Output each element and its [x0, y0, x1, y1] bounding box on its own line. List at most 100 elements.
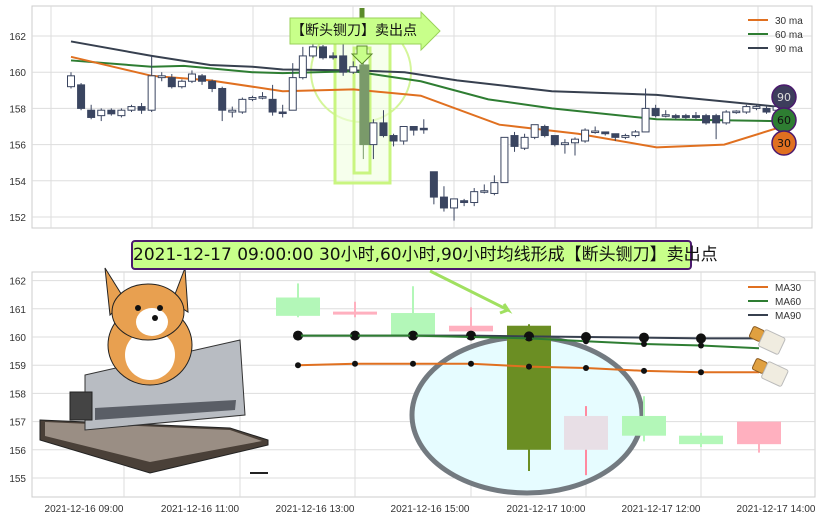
y-tick-label: 158	[9, 104, 26, 115]
ma30-marker	[526, 363, 532, 370]
ma-badge	[771, 130, 797, 156]
candle	[409, 126, 418, 131]
annotation-arrow	[289, 10, 441, 52]
candle	[147, 75, 156, 111]
candle	[621, 135, 630, 138]
candle	[752, 106, 761, 109]
corgi-nose	[152, 315, 158, 321]
candle	[298, 55, 307, 79]
top-candlestick-chart: 152 154 156 158 160 162 30 ma 60 ma 90 ma 90 60 30	[9, 5, 813, 229]
candle	[510, 135, 519, 147]
ma30-marker	[410, 360, 416, 367]
candle	[691, 115, 700, 118]
ma-badge-label: 60	[777, 114, 791, 127]
candle	[349, 66, 358, 73]
guillotine-illustration	[39, 339, 269, 474]
candle	[439, 196, 448, 209]
candle	[520, 136, 529, 149]
corgi-eye	[157, 305, 163, 311]
candle	[228, 109, 237, 113]
candle	[671, 115, 680, 118]
y-tick-label: 155	[9, 474, 26, 485]
ma60-marker	[641, 341, 647, 348]
x-tick-label: 2021-12-16 09:00	[45, 504, 124, 515]
ma30-marker	[583, 365, 589, 372]
candle	[379, 122, 388, 137]
candle	[268, 98, 277, 113]
candle	[167, 77, 176, 88]
down-arrow-icon	[350, 45, 374, 65]
candle	[276, 297, 320, 316]
candle	[581, 129, 590, 142]
candle	[712, 115, 721, 124]
candle	[591, 130, 600, 134]
x-tick-label: 2021-12-16 13:00	[276, 504, 355, 515]
guillotine-base-top	[45, 422, 262, 462]
candle	[359, 64, 370, 146]
ma-badge-label: 30	[777, 137, 791, 150]
ma30-marker	[352, 360, 358, 367]
candle	[187, 73, 196, 82]
candle	[218, 87, 227, 111]
legend-label-ma30: MA30	[775, 283, 802, 294]
candle	[500, 136, 509, 184]
y-tick-label: 160	[9, 333, 26, 344]
candle	[507, 325, 551, 450]
candle	[702, 115, 711, 124]
candle	[419, 127, 428, 131]
candle	[288, 77, 297, 111]
candle	[157, 75, 166, 79]
candle	[258, 96, 267, 99]
ma60-marker	[468, 334, 474, 340]
candle	[622, 415, 666, 436]
candle	[429, 171, 438, 198]
candle	[449, 325, 493, 332]
candle	[87, 109, 96, 118]
candle	[67, 75, 75, 88]
y-tick-label: 154	[9, 177, 26, 188]
candle	[490, 182, 499, 194]
cleaver-icon	[751, 358, 789, 387]
candle	[530, 124, 539, 138]
ma90-marker	[639, 332, 649, 343]
guillotine-hinge	[69, 391, 93, 421]
y-tick-label: 158	[9, 389, 26, 400]
ma30-marker	[698, 369, 704, 376]
x-tick-label: 2021-12-17 12:00	[622, 504, 701, 515]
legend-label-ma30: 30 ma	[775, 16, 803, 27]
sell-point-annotation: 【断头铡刀】卖出点	[291, 23, 417, 39]
pointer-arrow-icon	[429, 269, 513, 315]
legend-label-ma90: MA90	[775, 311, 802, 322]
candle	[389, 135, 398, 142]
ma60-marker	[583, 338, 589, 345]
candle	[399, 126, 408, 142]
candle	[137, 106, 146, 111]
y-tick-label: 157	[9, 418, 26, 429]
candle	[679, 435, 723, 445]
candle	[480, 190, 489, 193]
candle	[560, 142, 569, 146]
candle	[460, 200, 469, 204]
candle	[470, 191, 479, 204]
ma60-marker	[352, 332, 358, 339]
ma90-marker	[696, 333, 706, 344]
candle	[208, 80, 217, 89]
candle	[77, 84, 86, 109]
candle	[641, 107, 650, 133]
guillotine-blade-teeth	[95, 400, 236, 420]
cleaver-blade	[761, 361, 789, 387]
y-tick-label: 162	[9, 32, 26, 43]
candle	[742, 106, 751, 113]
candle	[550, 135, 559, 146]
x-tick-label: 2021-12-16 11:00	[161, 504, 240, 515]
candle	[238, 98, 247, 113]
candle	[308, 46, 317, 57]
candle	[278, 111, 287, 115]
legend-label-ma90: 90 ma	[775, 44, 803, 55]
y-tick-label: 161	[9, 305, 26, 316]
candle	[117, 109, 126, 117]
y-tick-label: 156	[9, 141, 26, 152]
candle	[319, 46, 327, 59]
candle	[540, 126, 549, 137]
ma90-marker	[581, 332, 591, 342]
